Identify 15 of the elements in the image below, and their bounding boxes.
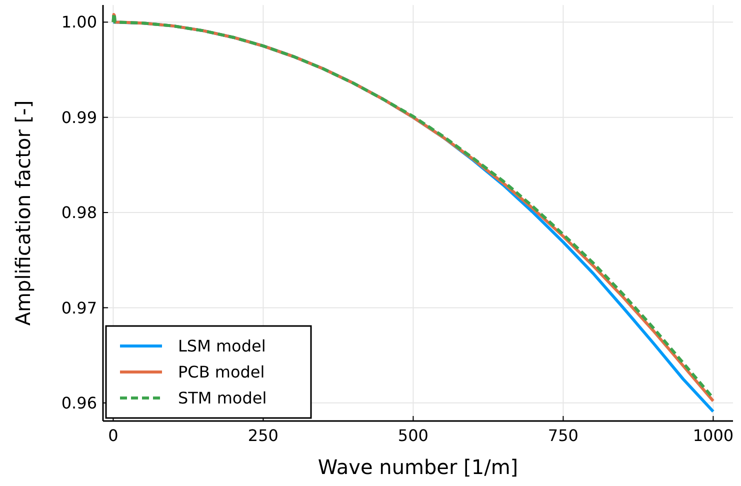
x-tick-label: 1000 (692, 426, 734, 445)
y-tick-label: 0.99 (61, 108, 97, 127)
y-tick-label: 1.00 (61, 12, 97, 32)
y-axis-title: Amplification factor [-] (11, 100, 35, 326)
x-tick-label: 0 (108, 426, 118, 445)
x-tick-label: 250 (248, 426, 278, 445)
x-tick-label: 500 (398, 426, 428, 445)
legend-label: LSM model (178, 336, 266, 356)
legend-label: STM model (178, 388, 267, 408)
y-tick-label: 0.98 (61, 203, 97, 222)
x-axis-title: Wave number [1/m] (318, 455, 518, 479)
x-tick-label: 750 (548, 426, 578, 445)
y-tick-label: 0.96 (61, 394, 97, 413)
legend-label: PCB model (178, 362, 265, 382)
y-tick-label: 0.97 (61, 298, 97, 318)
